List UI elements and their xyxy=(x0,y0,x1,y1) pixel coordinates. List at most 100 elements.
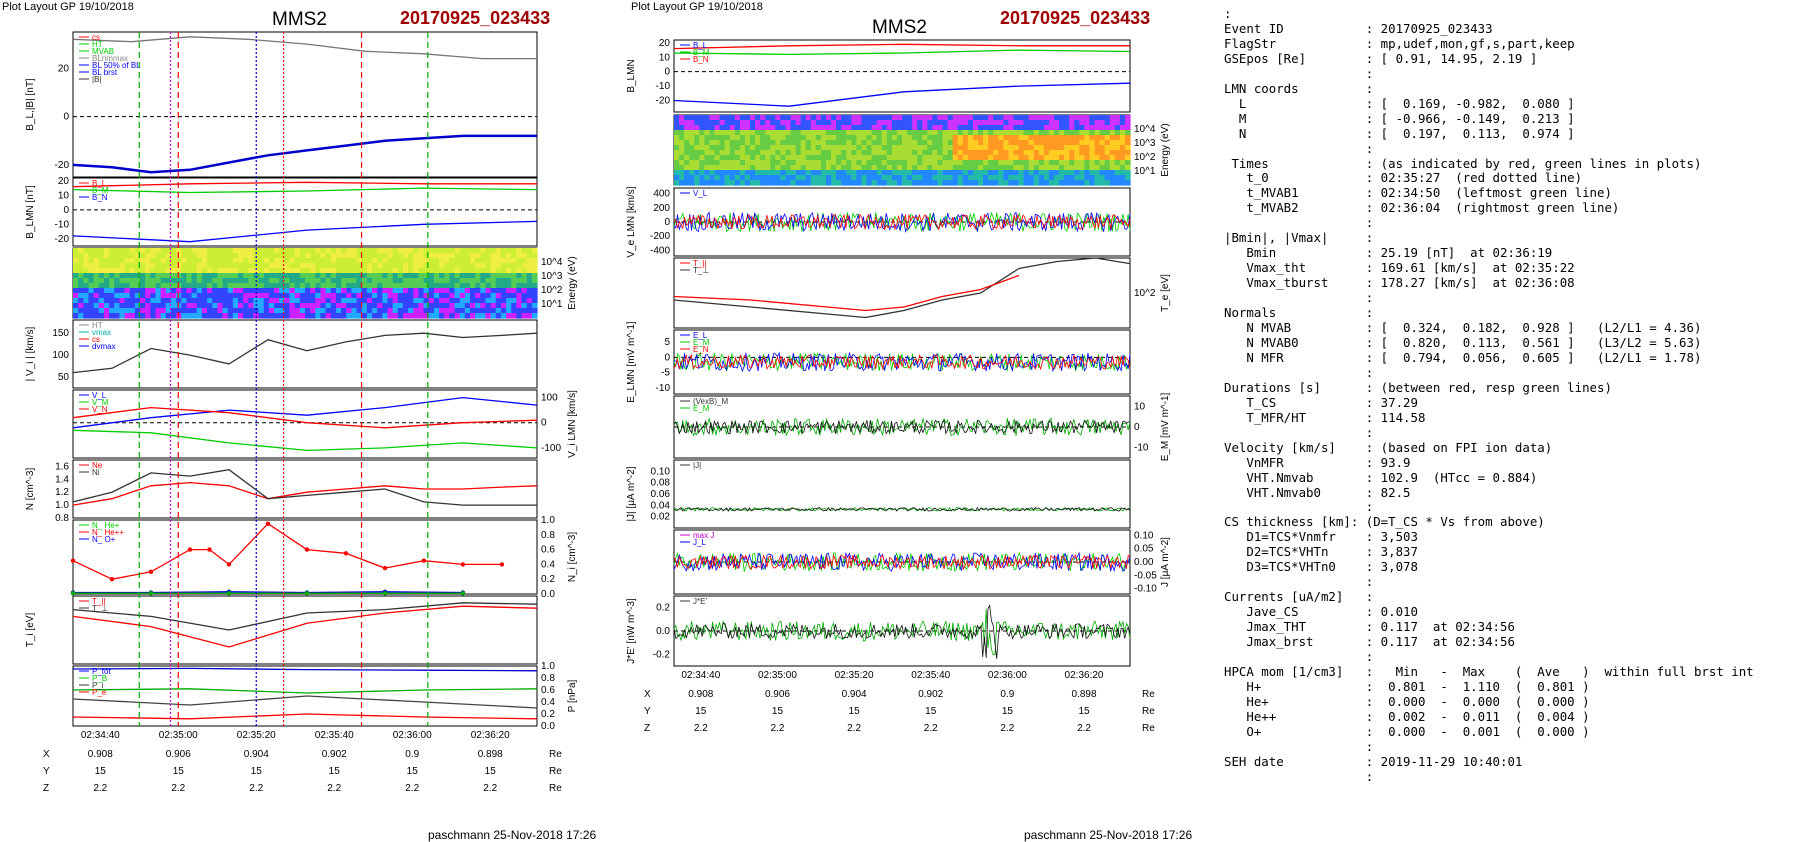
series-line xyxy=(673,419,1131,435)
spectrogram-cell xyxy=(952,130,959,136)
spectrogram-cell xyxy=(962,165,969,171)
spectrogram-cell xyxy=(469,313,476,319)
spectrogram-cell xyxy=(145,293,151,299)
spectrogram-cell xyxy=(937,150,944,156)
spectrogram-cell xyxy=(212,278,218,284)
spectrogram-cell xyxy=(73,283,79,289)
spectrogram-cell xyxy=(881,135,888,141)
spectrogram-cell xyxy=(689,180,695,186)
spectrogram-cell xyxy=(962,170,969,176)
spectrogram-cell xyxy=(1023,170,1030,176)
legend-label: dvmax xyxy=(92,342,116,351)
spectrogram-cell xyxy=(714,150,721,156)
spectrogram-cell xyxy=(1079,145,1085,151)
spectrogram-cell xyxy=(709,160,716,166)
spectrogram-cell xyxy=(871,165,878,171)
y-axis-label: N_i [cm^-3] xyxy=(567,532,578,582)
spectrogram-cell xyxy=(413,253,420,259)
spectrogram-cell xyxy=(73,303,79,309)
spectrogram-cell xyxy=(145,268,151,274)
spectrogram-cell xyxy=(942,150,949,156)
spectrogram-cell xyxy=(382,293,389,299)
spectrogram-cell xyxy=(325,288,332,294)
spectrogram-cell xyxy=(770,160,776,166)
spectrogram-cell xyxy=(78,263,84,269)
spectrogram-cell xyxy=(428,283,435,289)
spectrogram-cell xyxy=(841,150,847,156)
spectrogram xyxy=(73,248,538,319)
spectrogram-cell xyxy=(896,155,903,161)
spectrogram-cell xyxy=(325,303,332,309)
data-point xyxy=(499,562,505,567)
spectrogram-cell xyxy=(325,308,332,314)
spectrogram-cell xyxy=(469,293,476,299)
spectrogram-cell xyxy=(724,115,731,121)
spectrogram-cell xyxy=(207,278,213,284)
spectrogram-cell xyxy=(248,278,255,284)
spectrogram-cell xyxy=(1003,120,1009,126)
spectrogram-cell xyxy=(831,135,837,141)
spectrogram-cell xyxy=(866,170,873,176)
spectrogram-cell xyxy=(978,140,984,146)
legend-label: E_M xyxy=(693,338,710,347)
spectrogram-cell xyxy=(1124,160,1131,166)
spectrogram-cell xyxy=(1028,175,1035,181)
spectrogram-cell xyxy=(444,263,450,269)
spectrogram-cell xyxy=(150,308,157,314)
spectrogram-cell xyxy=(279,298,285,304)
spectrogram-cell xyxy=(341,298,347,304)
spectrogram-cell xyxy=(165,283,172,289)
spectrogram-cell xyxy=(993,125,999,131)
spectrogram-cell xyxy=(248,253,255,259)
y-tick-label: 0.05 xyxy=(1134,544,1154,555)
spectrogram-cell xyxy=(516,288,523,294)
spectrogram-cell xyxy=(366,308,373,314)
spectrogram-cell xyxy=(186,248,193,254)
spectrogram-cell xyxy=(93,258,100,264)
spectrogram-cell xyxy=(155,303,162,309)
spectrogram-cell xyxy=(704,180,711,186)
series-line xyxy=(72,429,538,452)
spectrogram-cell xyxy=(222,263,229,269)
y-tick-label: -10 xyxy=(656,383,671,394)
spectrogram-cell xyxy=(1104,115,1111,121)
spectrogram-cell xyxy=(770,125,776,131)
spectrogram-cell xyxy=(820,150,827,156)
spectrogram-cell xyxy=(1033,180,1040,186)
spectrogram-cell xyxy=(428,273,435,279)
legend-label: Ne xyxy=(92,461,103,470)
spectrogram-cell xyxy=(500,298,507,304)
spectrogram-cell xyxy=(1119,155,1126,161)
spectrogram-cell xyxy=(972,160,979,166)
spectrogram-cell xyxy=(765,120,771,126)
spectrogram-cell xyxy=(800,115,807,121)
spectrogram-cell xyxy=(907,170,913,176)
spectrogram-cell xyxy=(1074,130,1080,136)
spectrogram-cell xyxy=(335,273,342,279)
spectrogram-cell xyxy=(1094,130,1101,136)
spectrogram-cell xyxy=(408,263,414,269)
spectrogram-cell xyxy=(841,170,847,176)
spectrogram-cell xyxy=(170,288,177,294)
spectrogram-cell xyxy=(1028,150,1035,156)
spectrogram-cell xyxy=(917,160,923,166)
spectrogram-cell xyxy=(724,150,731,156)
spectrogram-cell xyxy=(387,278,394,284)
spectrogram-cell xyxy=(699,165,705,171)
spectrogram-cell xyxy=(408,293,414,299)
spectrogram-cell xyxy=(325,278,332,284)
position-value: 2.2 xyxy=(93,783,107,794)
info-line: : xyxy=(1365,364,1374,380)
spectrogram-cell xyxy=(1094,120,1101,126)
spectrogram-cell xyxy=(932,155,939,161)
spectrogram-cell xyxy=(248,283,255,289)
spectrogram-cell xyxy=(790,130,797,136)
spectrogram-cell xyxy=(831,175,837,181)
panel-ni: 0.00.20.40.60.81.0N_i [cm^-3]N_ He+N_ He… xyxy=(70,515,578,600)
spectrogram-cell xyxy=(891,145,898,151)
spectrogram-cell xyxy=(780,140,787,146)
spectrogram-cell xyxy=(341,283,347,289)
spectrogram-cell xyxy=(922,155,928,161)
position-value: 15 xyxy=(485,766,497,777)
spectrogram-cell xyxy=(724,120,731,126)
